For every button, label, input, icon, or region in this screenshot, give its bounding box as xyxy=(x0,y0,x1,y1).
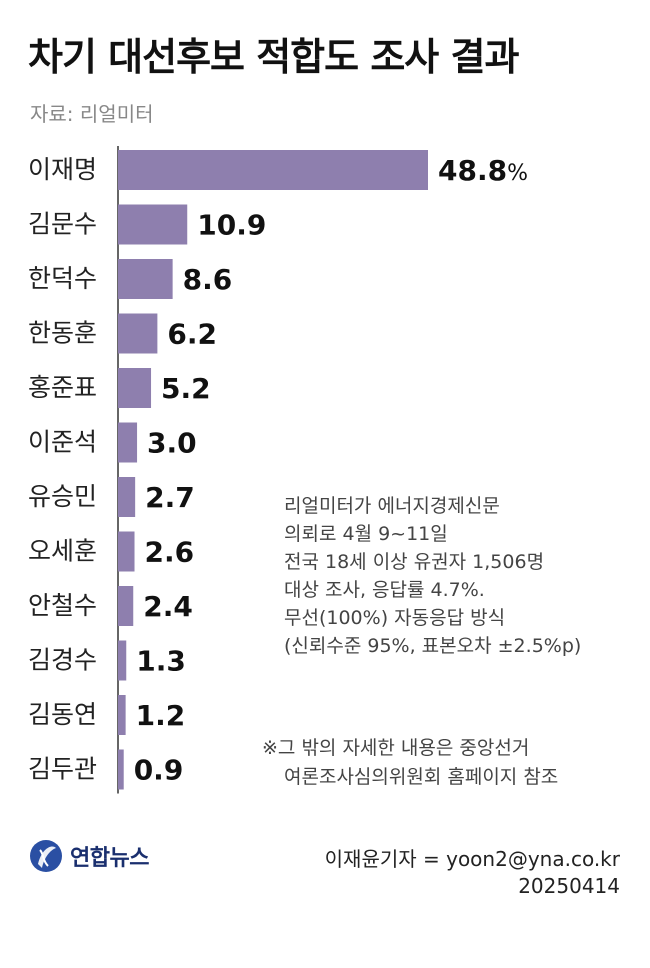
value-label: 8.6 xyxy=(183,263,233,296)
bar xyxy=(118,531,135,572)
bar xyxy=(118,695,126,735)
survey-note-line: 전국 18세 이상 유권자 1,506명 xyxy=(284,551,545,573)
survey-note: 리얼미터가 에너지경제신문 의뢰로 4월 9~11일 전국 18세 이상 유권자… xyxy=(284,492,644,660)
value-label: 0.9 xyxy=(134,754,184,787)
value-label: 6.2 xyxy=(167,318,217,351)
value-label: 10.9 xyxy=(197,209,266,242)
source-label: 자료: 리얼미터 xyxy=(30,102,154,126)
value-label: 2.6 xyxy=(145,536,195,569)
category-label: 한동훈 xyxy=(28,319,97,348)
publish-date: 20250414 xyxy=(518,874,620,898)
value-label: 2.4 xyxy=(143,590,193,623)
footnote-line: ※그 밖의 자세한 내용은 중앙선거 xyxy=(262,737,530,759)
survey-note-line: 리얼미터가 에너지경제신문 xyxy=(284,495,500,517)
survey-note-line: (신뢰수준 95%, 표본오차 ±2.5%p) xyxy=(284,635,582,657)
value-label: 3.0 xyxy=(147,427,197,460)
category-label: 김동연 xyxy=(28,700,97,729)
survey-note-line: 무선(100%) 자동응답 방식 xyxy=(284,607,506,629)
bar xyxy=(118,749,124,790)
bar xyxy=(118,150,428,190)
category-label: 이재명 xyxy=(28,155,97,184)
unit-suffix: % xyxy=(507,161,528,186)
category-label: 김경수 xyxy=(28,646,97,675)
byline: 이재윤기자 = yoon2@yna.co.kr 20250414 xyxy=(325,846,620,900)
footnote-line: 여론조사심의위원회 홈페이지 참조 xyxy=(284,766,559,788)
category-label: 김문수 xyxy=(28,210,97,239)
value-label: 2.7 xyxy=(145,481,195,514)
category-label: 한덕수 xyxy=(28,264,97,293)
bar xyxy=(118,368,152,408)
footnote: ※그 밖의 자세한 내용은 중앙선거 여론조사심의위원회 홈페이지 참조 xyxy=(262,734,642,792)
yonhap-globe-icon xyxy=(30,840,62,872)
survey-note-line: 대상 조사, 응답률 4.7%. xyxy=(284,579,485,601)
bar xyxy=(118,477,136,517)
bar xyxy=(118,259,173,299)
category-label: 홍준표 xyxy=(28,373,97,402)
yonhap-logo: 연합뉴스 xyxy=(28,838,149,874)
category-label: 김두관 xyxy=(28,755,97,784)
value-label: 1.2 xyxy=(136,699,186,732)
category-label: 이준석 xyxy=(28,428,97,457)
category-label: 유승민 xyxy=(28,482,97,511)
value-label: 5.2 xyxy=(161,372,211,405)
bar xyxy=(118,586,134,626)
category-label: 안철수 xyxy=(28,591,97,620)
logo-text: 연합뉴스 xyxy=(70,846,149,871)
value-label: 48.8% xyxy=(438,154,528,187)
bar xyxy=(118,204,188,245)
reporter-credit: 이재윤기자 = yoon2@yna.co.kr xyxy=(324,847,620,871)
value-label: 1.3 xyxy=(136,645,186,678)
category-label: 오세훈 xyxy=(28,537,97,566)
bar xyxy=(118,313,158,354)
bar xyxy=(118,422,138,463)
chart-title: 차기 대선후보 적합도 조사 결과 xyxy=(28,35,519,79)
survey-note-line: 의뢰로 4월 9~11일 xyxy=(284,523,448,545)
bar xyxy=(118,640,127,681)
